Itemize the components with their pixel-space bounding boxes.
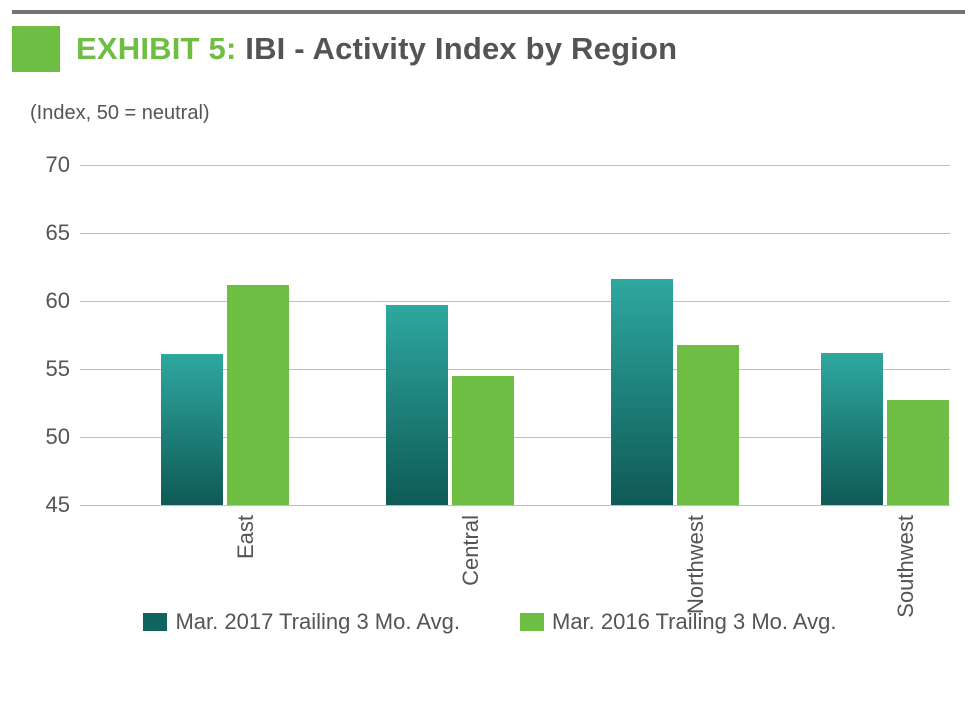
y-tick-label: 65 bbox=[30, 220, 70, 246]
legend-item: Mar. 2016 Trailing 3 Mo. Avg. bbox=[520, 609, 837, 635]
legend: Mar. 2017 Trailing 3 Mo. Avg. Mar. 2016 T… bbox=[30, 609, 950, 635]
title-row: EXHIBIT 5: IBI - Activity Index by Regio… bbox=[0, 14, 977, 72]
x-tick-label: Southwest bbox=[893, 515, 919, 618]
bar bbox=[611, 279, 673, 505]
bar bbox=[227, 285, 289, 505]
legend-label: Mar. 2017 Trailing 3 Mo. Avg. bbox=[175, 609, 460, 635]
title-rest: IBI - Activity Index by Region bbox=[236, 31, 677, 66]
gridline bbox=[80, 505, 950, 506]
x-tick-label: Central bbox=[458, 515, 484, 586]
chart-subtitle: (Index, 50 = neutral) bbox=[0, 72, 977, 125]
legend-item: Mar. 2017 Trailing 3 Mo. Avg. bbox=[143, 609, 460, 635]
y-tick-label: 55 bbox=[30, 356, 70, 382]
y-tick-label: 70 bbox=[30, 152, 70, 178]
bar bbox=[821, 353, 883, 505]
y-tick-label: 45 bbox=[30, 492, 70, 518]
legend-label: Mar. 2016 Trailing 3 Mo. Avg. bbox=[552, 609, 837, 635]
exhibit-label: EXHIBIT 5: bbox=[76, 31, 236, 66]
title-accent-block bbox=[12, 26, 60, 72]
bar bbox=[677, 345, 739, 505]
y-tick-label: 50 bbox=[30, 424, 70, 450]
bar bbox=[452, 376, 514, 505]
legend-swatch bbox=[520, 613, 544, 631]
bar bbox=[887, 400, 949, 505]
legend-swatch bbox=[143, 613, 167, 631]
chart: 455055606570 EastCentralNorthwestSouthwe… bbox=[30, 165, 950, 635]
x-tick-label: East bbox=[233, 515, 259, 559]
bars-layer bbox=[80, 165, 950, 505]
bar bbox=[386, 305, 448, 505]
bar bbox=[161, 354, 223, 505]
chart-title: EXHIBIT 5: IBI - Activity Index by Regio… bbox=[76, 31, 677, 67]
y-tick-label: 60 bbox=[30, 288, 70, 314]
x-tick-label: Northwest bbox=[683, 515, 709, 614]
